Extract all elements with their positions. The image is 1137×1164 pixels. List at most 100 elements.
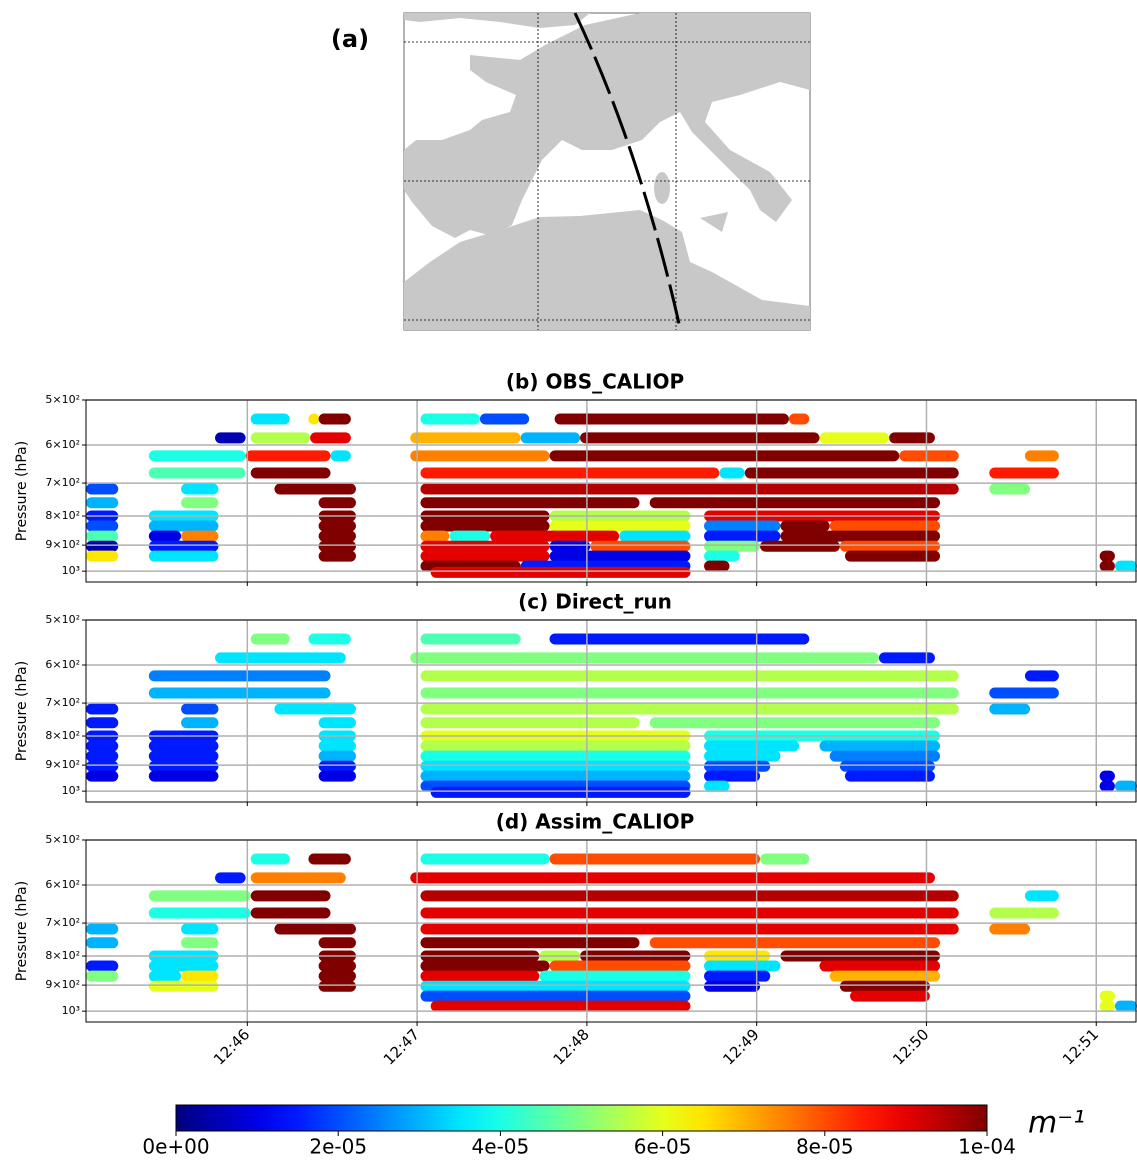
extinction-segment <box>704 520 781 532</box>
extinction-segment <box>549 540 591 552</box>
extinction-segment <box>844 770 935 782</box>
extinction-segment <box>86 520 119 532</box>
extinction-segment <box>420 937 640 949</box>
colorbar-tick-label: 8e-05 <box>796 1135 854 1159</box>
extinction-segment <box>420 633 521 645</box>
y-tick-label: 9×10² <box>45 978 80 991</box>
extinction-segment <box>410 450 550 462</box>
extinction-segment <box>989 687 1059 699</box>
panel-label: (a) <box>331 25 369 53</box>
extinction-segment <box>410 652 879 664</box>
land-africa <box>404 210 810 330</box>
extinction-segment <box>318 413 351 425</box>
y-tick-label: 8×10² <box>45 729 80 742</box>
extinction-segment <box>989 703 1031 715</box>
extinction-segment <box>318 980 356 992</box>
panel: (b) OBS_CALIOP Pressure (hPa) 5×10² 6×10² 7×… <box>14 370 1137 586</box>
plot-frame <box>85 839 1137 1023</box>
y-axis-label: Pressure (hPa) <box>14 661 30 761</box>
y-tick-label: 6×10² <box>45 878 80 891</box>
extinction-segment <box>274 703 356 715</box>
extinction-segment <box>430 786 691 798</box>
extinction-segment <box>479 413 530 425</box>
extinction-segment <box>148 740 219 752</box>
extinction-segment <box>318 497 356 509</box>
extinction-segment <box>989 467 1059 479</box>
extinction-segment <box>420 540 550 552</box>
extinction-segment <box>760 540 840 552</box>
extinction-segment <box>1114 780 1137 792</box>
extinction-segment <box>318 740 356 752</box>
extinction-segment <box>649 937 941 949</box>
panel: (d) Assim_CALIOP Pressure (hPa) 12:46 12:47… <box>14 810 1137 1069</box>
extinction-segment <box>760 853 810 865</box>
extinction-segment <box>829 750 941 762</box>
extinction-segment <box>181 483 219 495</box>
extinction-segment <box>704 540 761 552</box>
panel-title: (b) OBS_CALIOP <box>506 370 684 394</box>
extinction-segment <box>1099 780 1115 792</box>
extinction-segment <box>250 907 331 919</box>
extinction-segment <box>878 652 935 664</box>
extinction-segment <box>181 497 219 509</box>
extinction-segment <box>148 550 219 562</box>
extinction-segment <box>148 467 246 479</box>
extinction-segment <box>181 937 219 949</box>
extinction-segment <box>819 740 941 752</box>
extinction-segment <box>420 770 691 782</box>
extinction-segment <box>420 890 959 902</box>
extinction-segment <box>86 540 119 552</box>
extinction-segment <box>844 550 941 562</box>
extinction-segment <box>420 467 720 479</box>
extinction-segment <box>420 413 480 425</box>
land-sicily <box>700 212 728 232</box>
land-europe <box>404 13 810 238</box>
extinction-segment <box>308 413 320 425</box>
extinction-segment <box>318 960 356 972</box>
extinction-segment <box>86 750 119 762</box>
extinction-segment <box>549 960 691 972</box>
extinction-segment <box>148 750 219 762</box>
colorbar <box>175 1104 988 1132</box>
y-tick-label: 6×10² <box>45 658 80 671</box>
extinction-segment <box>181 530 219 542</box>
y-axis-label: Pressure (hPa) <box>14 441 30 541</box>
extinction-segment <box>410 432 521 444</box>
extinction-segment <box>86 550 119 562</box>
extinction-segment <box>420 990 691 1002</box>
extinction-segment <box>829 520 941 532</box>
extinction-segment <box>829 970 941 982</box>
y-tick-label: 7×10² <box>45 696 80 709</box>
extinction-segment <box>148 907 251 919</box>
extinction-segment <box>420 483 959 495</box>
extinction-segment <box>86 960 119 972</box>
extinction-segment <box>318 750 356 762</box>
extinction-segment <box>181 970 219 982</box>
colorbar-unit: m⁻¹ <box>1028 1106 1085 1141</box>
extinction-segment <box>181 703 219 715</box>
extinction-segment <box>704 530 781 542</box>
extinction-segment <box>839 540 941 552</box>
extinction-segment <box>274 483 356 495</box>
extinction-segment <box>318 970 356 982</box>
extinction-segment <box>148 960 219 972</box>
y-tick-label: 9×10² <box>45 538 80 551</box>
extinction-segment <box>420 703 959 715</box>
plot-frame <box>85 619 1137 803</box>
extinction-segment <box>1099 560 1115 572</box>
extinction-segment <box>250 853 290 865</box>
extinction-segment <box>889 432 935 444</box>
extinction-segment <box>86 703 119 715</box>
extinction-segment <box>420 907 959 919</box>
extinction-segment <box>520 432 581 444</box>
colorbar-tick-label: 4e-05 <box>472 1135 530 1159</box>
extinction-segment <box>181 717 219 729</box>
y-tick-label: 6×10² <box>45 438 80 451</box>
panel: (c) Direct_run Pressure (hPa) 5×10² 6×10² 7×… <box>14 590 1137 806</box>
y-tick-label: 9×10² <box>45 758 80 771</box>
extinction-segment <box>449 530 491 542</box>
extinction-segment <box>420 923 959 935</box>
extinction-segment <box>839 760 935 772</box>
y-tick-label: 10³ <box>62 784 80 797</box>
extinction-segment <box>148 760 219 772</box>
